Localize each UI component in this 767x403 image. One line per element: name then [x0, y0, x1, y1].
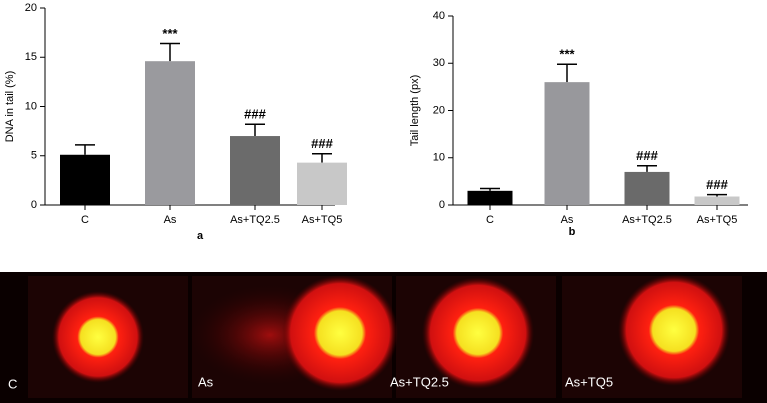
- y-tick-label: 40: [433, 10, 445, 22]
- panel-letter: a: [197, 230, 204, 242]
- y-tick-label: 10: [433, 152, 445, 164]
- y-tick-label: 20: [433, 104, 445, 116]
- comet: [52, 291, 144, 383]
- bar: [544, 82, 590, 205]
- significance: ###: [244, 107, 266, 122]
- y-axis-label: DNA in tail (%): [4, 71, 16, 143]
- y-tick-label: 15: [25, 51, 37, 63]
- panel-letter: b: [569, 226, 576, 238]
- y-tick-label: 0: [439, 199, 445, 211]
- bar: [694, 196, 740, 205]
- x-tick-label: As+TQ5: [697, 214, 738, 226]
- significance: ***: [559, 47, 575, 62]
- caption: As: [198, 374, 214, 389]
- caption: As+TQ2.5: [390, 374, 449, 389]
- y-tick-label: 0: [31, 199, 37, 211]
- comet: [618, 274, 730, 386]
- comet: [422, 277, 534, 389]
- bar: [467, 190, 513, 205]
- x-tick-label: As: [561, 214, 574, 226]
- y-axis-label: Tail length (px): [409, 75, 421, 147]
- y-tick-label: 5: [31, 150, 37, 162]
- comet: [282, 275, 398, 391]
- y-tick-label: 30: [433, 57, 445, 69]
- bar: [624, 171, 670, 205]
- x-tick-label: C: [486, 214, 494, 226]
- x-tick-label: C: [81, 214, 89, 226]
- bar: [230, 136, 280, 205]
- significance: ***: [162, 26, 178, 41]
- comet-panel: C As As+TQ2.5 As+TQ5: [0, 272, 767, 403]
- x-tick-label: As: [164, 214, 177, 226]
- x-tick-label: As+TQ2.5: [622, 214, 672, 226]
- x-tick-label: As+TQ5: [302, 214, 343, 226]
- y-tick-label: 10: [25, 100, 37, 112]
- significance: ###: [311, 136, 333, 151]
- panel-label: C: [8, 376, 17, 391]
- bar: [145, 61, 195, 205]
- significance: ###: [706, 177, 728, 192]
- bar: [297, 162, 347, 205]
- y-tick-label: 20: [25, 2, 37, 14]
- caption: As+TQ5: [565, 374, 613, 389]
- x-tick-label: As+TQ2.5: [230, 214, 280, 226]
- bar: [60, 154, 110, 205]
- significance: ###: [636, 148, 658, 163]
